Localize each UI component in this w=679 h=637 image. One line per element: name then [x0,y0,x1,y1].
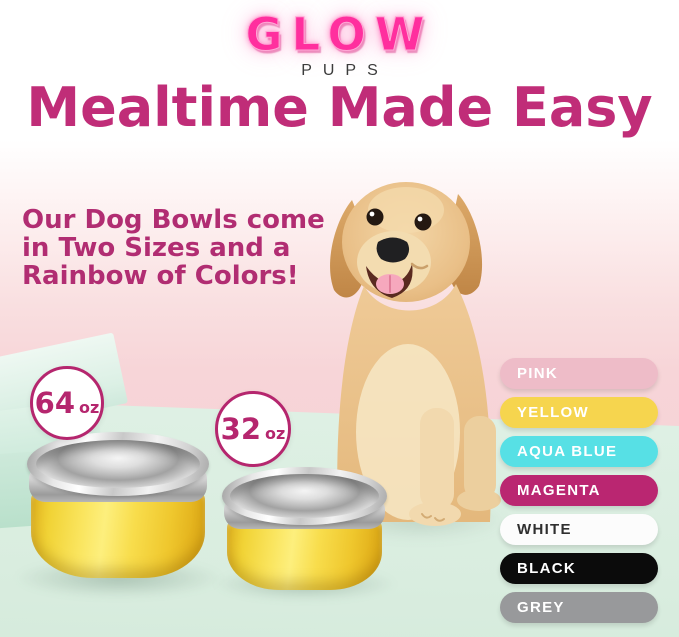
dog-bowl-large [13,432,225,598]
color-swatch-white: WHITE [500,514,658,545]
brand-subtitle: PUPS [301,62,389,79]
color-swatch-aqua-blue: AQUA BLUE [500,436,658,467]
bowl-small-body [227,519,382,590]
tagline: Our Dog Bowls come in Two Sizes and a Ra… [22,206,325,290]
bowl-small-interior [230,474,379,518]
size-badge-64oz-value: 64 [34,385,76,420]
size-badge-64oz: 64 oz [30,366,104,440]
color-swatch-magenta: MAGENTA [500,475,658,506]
color-swatch-pink: PINK [500,358,658,389]
size-badge-32oz: 32 oz [215,391,291,467]
size-badge-32oz-unit: oz [265,423,286,443]
tagline-line-3: Rainbow of Colors! [22,261,299,291]
color-swatch-list: PINK YELLOW AQUA BLUE MAGENTA WHITE BLAC… [500,358,658,631]
bowl-large-body [31,490,205,578]
swatch-label: WHITE [517,521,572,538]
puppy-illustration [330,182,501,526]
swatch-label: YELLOW [517,404,589,421]
swatch-label: GREY [517,599,565,616]
swatch-label: BLACK [517,560,576,577]
headline: Mealtime Made Easy [26,76,653,139]
swatch-label: MAGENTA [517,482,601,499]
swatch-label: AQUA BLUE [517,443,618,460]
swatch-label: PINK [517,365,559,382]
bowl-large-interior [36,440,200,488]
brand-logo: GLOW PUPS [0,8,679,80]
size-badge-64oz-unit: oz [79,397,100,417]
tagline-line-2: in Two Sizes and a [22,233,291,263]
color-swatch-grey: GREY [500,592,658,623]
size-badge-32oz-value: 32 [220,411,262,446]
color-swatch-yellow: YELLOW [500,397,658,428]
dog-bowl-small [212,467,398,601]
brand-name: GLOW [245,8,434,62]
tagline-line-1: Our Dog Bowls come [22,205,325,235]
color-swatch-black: BLACK [500,553,658,584]
